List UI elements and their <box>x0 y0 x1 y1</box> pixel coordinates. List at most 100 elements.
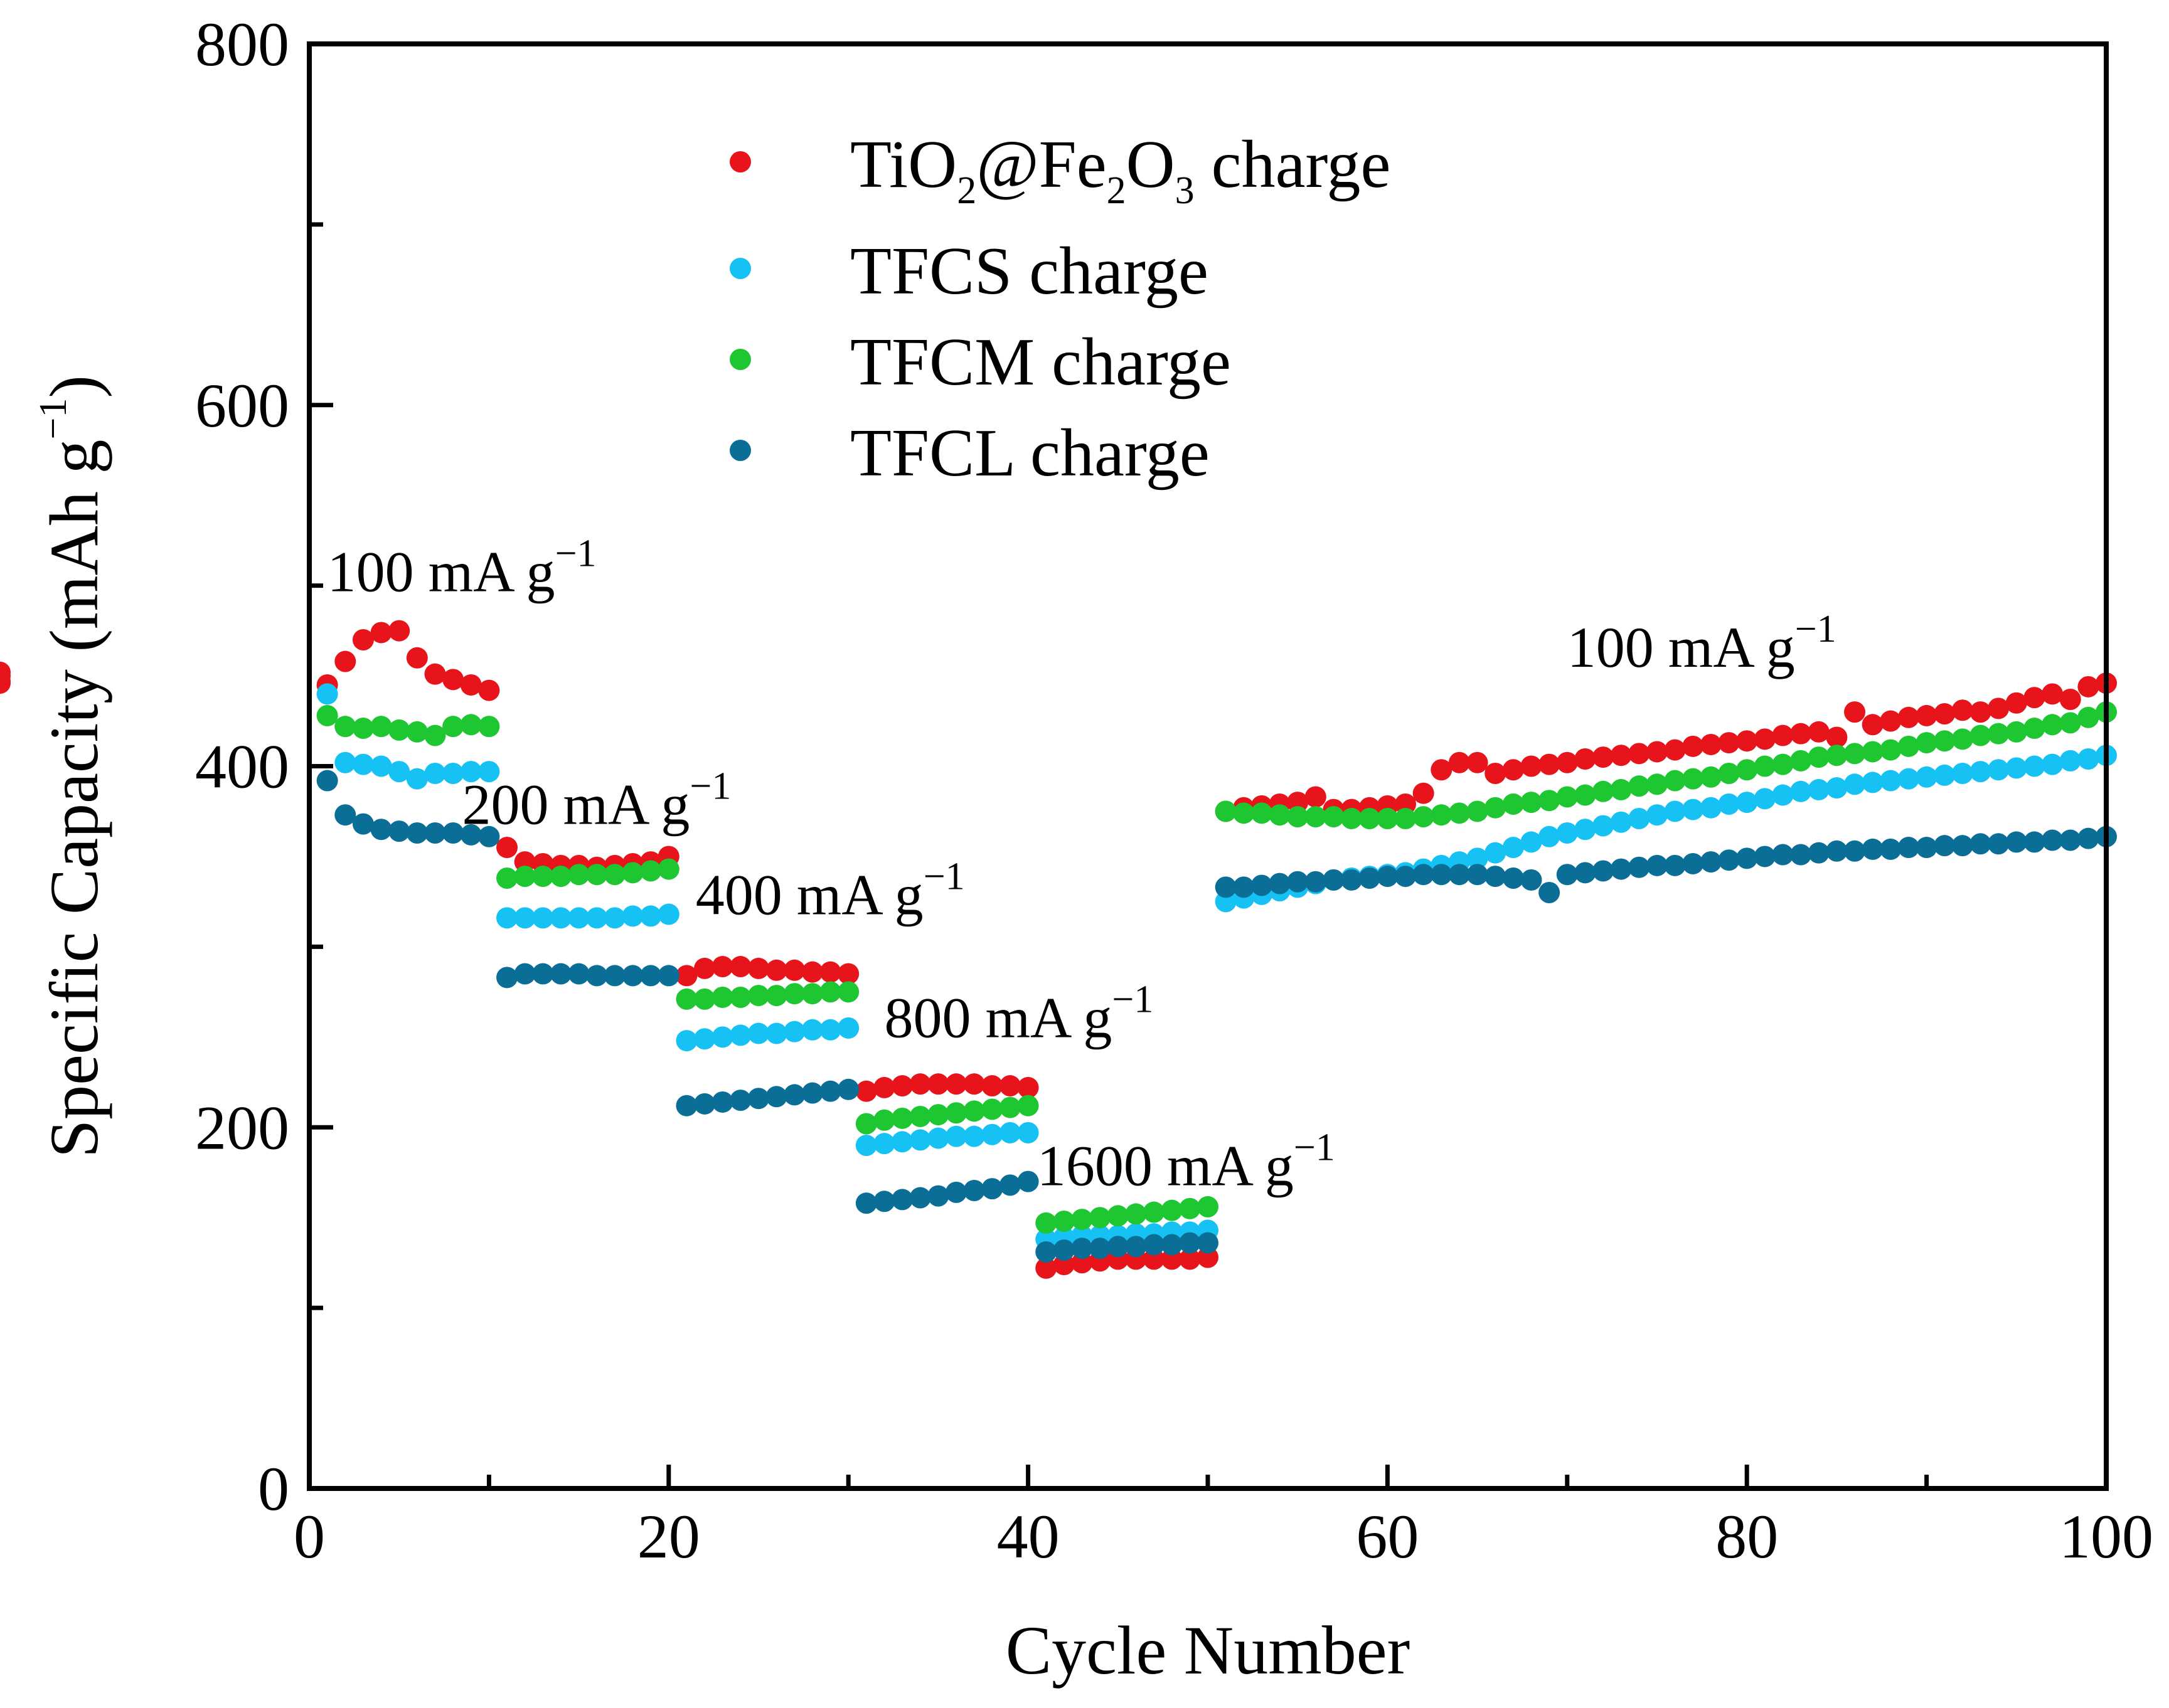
current-density-annotations: 100 mA g−1 200 mA g−1 400 mA g−1 800 mA g−1… <box>328 532 1836 1197</box>
data-point <box>1736 730 1758 752</box>
legend-label: TFCM charge <box>850 325 1231 400</box>
data-point <box>496 837 518 859</box>
data-point <box>1143 1201 1165 1223</box>
data-point <box>388 620 410 642</box>
data-point <box>352 753 374 775</box>
data-point <box>963 1073 985 1095</box>
data-point <box>1646 854 1668 876</box>
y-tick-label: 600 <box>195 371 289 440</box>
data-point <box>1448 864 1470 886</box>
data-point <box>460 674 482 696</box>
data-point <box>1358 807 1380 829</box>
data-point <box>1250 802 1272 824</box>
data-point <box>442 763 464 785</box>
data-point <box>801 1019 823 1041</box>
data-point <box>334 650 356 672</box>
data-point <box>873 1133 895 1155</box>
data-point <box>909 1073 931 1095</box>
data-point <box>1250 874 1272 896</box>
data-point <box>1107 1205 1129 1227</box>
data-point <box>1233 876 1255 898</box>
data-point <box>1700 766 1722 788</box>
data-point <box>1448 802 1470 824</box>
data-point <box>2005 692 2027 714</box>
data-point <box>838 1078 860 1100</box>
data-point <box>1017 1170 1039 1192</box>
data-point <box>640 905 662 927</box>
legend-label: TFCL charge <box>850 416 1210 491</box>
data-point <box>963 1125 985 1147</box>
data-point <box>586 907 608 929</box>
data-point <box>1844 840 1866 862</box>
x-tick-label: 80 <box>1715 1502 1778 1571</box>
data-point <box>1916 837 1937 859</box>
data-point <box>1161 1234 1183 1256</box>
data-point <box>2005 721 2027 743</box>
data-point <box>1951 835 1973 857</box>
legend-item: TFCL charge <box>730 416 1210 491</box>
data-point <box>532 866 554 888</box>
data-point <box>406 721 428 743</box>
data-point <box>460 824 482 846</box>
data-point <box>676 1030 698 1052</box>
data-point <box>1017 1076 1039 1098</box>
data-point <box>442 822 464 844</box>
data-point <box>1772 724 1794 746</box>
data-point <box>1790 844 1812 866</box>
data-point <box>1053 1239 1075 1261</box>
data-point <box>460 761 482 783</box>
data-point <box>1808 778 1830 800</box>
data-point <box>1107 1236 1129 1258</box>
data-point <box>1215 876 1237 898</box>
data-point <box>424 763 446 785</box>
data-point <box>801 961 823 983</box>
data-point <box>1664 854 1686 876</box>
data-point <box>1934 764 1956 786</box>
data-point <box>1017 1122 1039 1143</box>
data-point <box>1215 800 1237 822</box>
data-point <box>1880 739 1902 761</box>
data-point <box>1736 792 1758 814</box>
data-point <box>1556 751 1578 773</box>
data-point <box>1844 743 1866 765</box>
data-point <box>460 714 482 736</box>
data-point <box>748 957 769 979</box>
data-point <box>1287 806 1309 828</box>
data-point <box>604 965 626 987</box>
data-point <box>406 647 428 669</box>
data-point <box>316 704 338 726</box>
data-point <box>1628 775 1650 797</box>
x-axis-title: Cycle Number <box>1006 1612 1410 1689</box>
data-point <box>622 905 644 927</box>
data-point <box>1772 844 1794 866</box>
data-point <box>909 1129 931 1151</box>
data-series <box>0 620 2117 1279</box>
data-point <box>892 1107 914 1129</box>
data-point <box>1323 869 1345 891</box>
data-point <box>496 867 518 889</box>
data-point <box>1897 735 1919 757</box>
data-point <box>1790 750 1812 772</box>
data-point <box>981 1075 1003 1097</box>
data-point <box>1466 847 1488 869</box>
data-point <box>873 1076 895 1098</box>
rate-annotation: 1600 mA g−1 <box>1037 1126 1335 1197</box>
data-point <box>784 959 806 981</box>
data-point <box>819 1019 841 1041</box>
data-point <box>1574 862 1596 884</box>
data-point <box>1682 735 1704 757</box>
data-point <box>586 965 608 987</box>
data-point <box>1502 793 1524 815</box>
data-point <box>855 1135 877 1157</box>
data-point <box>765 985 787 1007</box>
data-point <box>801 983 823 1005</box>
legend-item: TFCS charge <box>730 234 1208 309</box>
legend-marker <box>730 258 751 279</box>
data-point <box>1754 755 1776 777</box>
data-point <box>1197 1196 1218 1217</box>
y-axis-title-sup: −1 <box>32 398 75 440</box>
data-point <box>568 963 590 985</box>
data-point <box>1341 807 1363 829</box>
data-point <box>748 1088 769 1110</box>
data-point <box>334 804 356 826</box>
